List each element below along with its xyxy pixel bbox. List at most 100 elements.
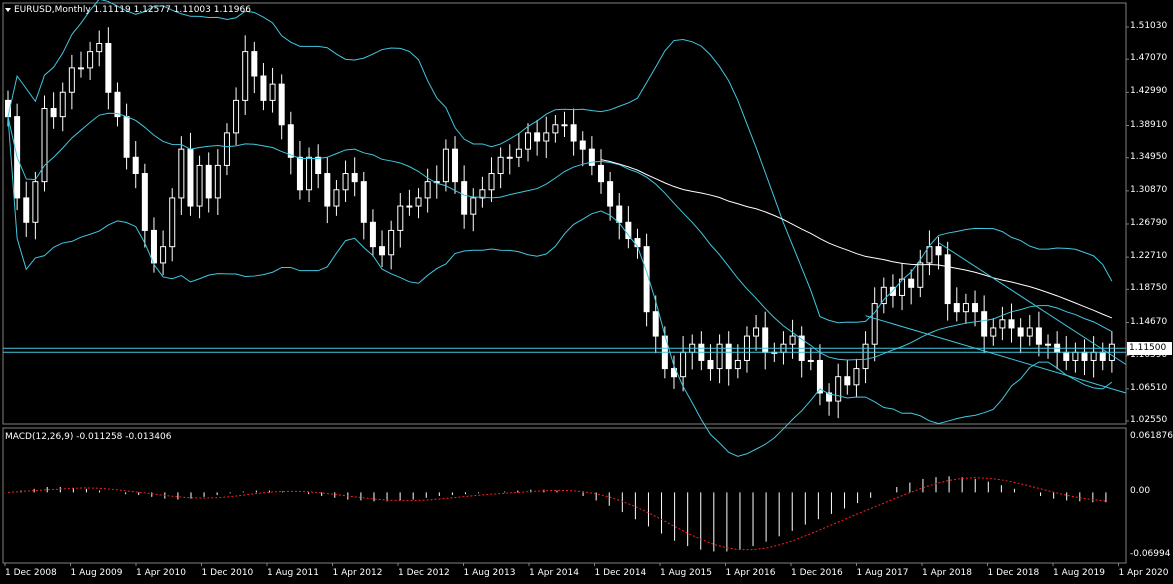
bollinger-lower-line xyxy=(7,116,1113,457)
time-tick-label: 1 Aug 2019 xyxy=(1053,568,1105,578)
candle-body xyxy=(716,343,723,370)
time-tick-label: 1 Apr 2014 xyxy=(529,568,579,578)
time-tick-label: 1 Apr 2010 xyxy=(136,568,186,578)
candle-body xyxy=(114,91,121,118)
time-tick-label: 1 Aug 2009 xyxy=(70,568,123,578)
candle-body xyxy=(1035,327,1042,345)
time-tick-label: 1 Dec 2016 xyxy=(791,568,843,578)
candle-body xyxy=(616,205,623,223)
candle-body xyxy=(461,181,468,215)
candle-body xyxy=(470,197,477,215)
candle-body xyxy=(397,205,404,231)
candle-body xyxy=(196,164,203,207)
candle-body xyxy=(570,124,577,142)
dropdown-arrow-icon xyxy=(5,8,11,12)
moving-average-line xyxy=(600,159,1113,319)
candle-body xyxy=(789,335,796,345)
candle-body xyxy=(278,83,285,126)
candle-body xyxy=(816,359,823,394)
price-tick-label: 1.42990 xyxy=(1130,86,1168,97)
candle-body xyxy=(543,132,550,142)
candle-body xyxy=(853,368,860,386)
candle-body xyxy=(935,246,942,256)
time-tick-label: 1 Aug 2011 xyxy=(267,568,319,578)
candle-body xyxy=(169,197,176,248)
candle-body xyxy=(999,319,1006,329)
candle-body xyxy=(981,311,988,337)
candle-body xyxy=(379,246,386,256)
price-tick-label: 1.51030 xyxy=(1130,21,1168,31)
candle-body xyxy=(844,376,851,386)
candle-body xyxy=(406,205,413,208)
candle-body xyxy=(826,392,833,402)
candle-body xyxy=(807,359,814,362)
time-tick-label: 1 Apr 2012 xyxy=(332,568,383,578)
current-price-tag: 1.11500 xyxy=(1127,342,1172,356)
candle-body xyxy=(525,132,532,150)
candle-body xyxy=(497,156,504,175)
symbol-info: EURUSD,Monthly 1.11119 1.12577 1.11003 1… xyxy=(14,5,251,15)
price-tick-label: 1.47070 xyxy=(1130,53,1168,64)
candle-body xyxy=(917,262,924,288)
candle-body xyxy=(899,278,906,296)
candle-body xyxy=(652,311,659,337)
candle-body xyxy=(178,148,185,199)
price-tick-label: 1.02550 xyxy=(1130,415,1168,425)
candle-body xyxy=(23,197,30,223)
candle-body xyxy=(424,181,431,199)
time-tick-label: 1 Aug 2013 xyxy=(463,568,516,578)
price-tick-label: 1.06510 xyxy=(1130,382,1168,393)
candle-body xyxy=(962,303,969,313)
time-tick-label: 1 Dec 2012 xyxy=(398,568,450,578)
candle-body xyxy=(214,164,221,199)
candle-body xyxy=(105,42,112,93)
candle-body xyxy=(77,67,84,70)
candle-body xyxy=(442,148,449,183)
macd-panel-frame xyxy=(2,427,1127,564)
candle-body xyxy=(1063,351,1070,361)
time-tick-label: 1 Dec 2008 xyxy=(5,568,57,578)
candle-body xyxy=(333,189,340,207)
candle-body xyxy=(1026,327,1033,337)
candle-body xyxy=(415,197,422,207)
candle-body xyxy=(871,303,878,345)
candle-body xyxy=(597,164,604,183)
candle-body xyxy=(1099,351,1106,361)
candle-body xyxy=(488,173,495,191)
candle-body xyxy=(96,42,103,53)
candle-body xyxy=(388,229,395,256)
macd-tick-label: -0.06994 xyxy=(1130,549,1171,559)
candle-body xyxy=(972,303,979,313)
price-tick-label: 1.18750 xyxy=(1130,283,1168,294)
candle-body xyxy=(132,156,139,175)
candle-body xyxy=(269,83,276,101)
candle-body xyxy=(1045,343,1052,346)
candle-body xyxy=(351,173,358,183)
candle-body xyxy=(187,148,194,207)
candle-body xyxy=(926,246,933,264)
candle-body xyxy=(242,51,249,101)
candle-body xyxy=(1090,351,1097,361)
price-tick-label: 1.30870 xyxy=(1130,184,1168,195)
candle-body xyxy=(552,124,559,134)
time-tick-label: 1 Dec 2010 xyxy=(201,568,254,578)
candle-body xyxy=(233,99,240,134)
candle-body xyxy=(607,181,614,207)
candle-body xyxy=(990,327,997,337)
candle-body xyxy=(160,246,167,264)
candle-body xyxy=(1008,319,1015,329)
candle-body xyxy=(707,359,714,370)
candle-body xyxy=(944,254,951,305)
macd-info: MACD(12,26,9) -0.011258 -0.013406 xyxy=(5,432,172,442)
candle-body xyxy=(725,343,732,370)
price-tick-label: 1.26790 xyxy=(1130,218,1168,228)
candle-body xyxy=(625,221,632,240)
price-tick-label: 1.34950 xyxy=(1130,151,1168,162)
time-tick-label: 1 Dec 2014 xyxy=(594,568,647,578)
candle-body xyxy=(68,67,75,93)
time-tick-label: 1 Apr 2018 xyxy=(922,568,972,578)
time-tick-label: 1 Apr 2020 xyxy=(1118,568,1169,578)
candle-body xyxy=(150,229,157,264)
